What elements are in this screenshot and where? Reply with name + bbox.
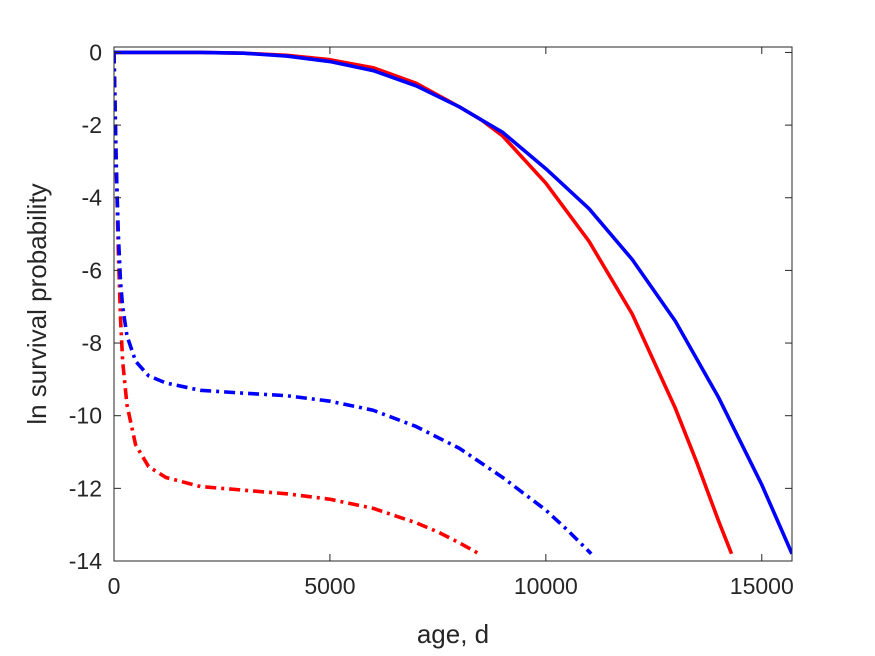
x-tick-label: 10000: [514, 573, 578, 599]
x-tick-label: 5000: [304, 573, 355, 599]
y-axis-label: ln survival probability: [22, 183, 52, 424]
series-layer: [114, 50, 792, 556]
x-tick-label: 0: [108, 573, 121, 599]
x-tick-label: 15000: [730, 573, 794, 599]
axes-box: [113, 46, 793, 562]
axes-layer: 0 5000 10000 15000 0 -2 -4 -6 -8 -10 -12 -14: [69, 39, 794, 599]
series-line-4-dashdot: [114, 52, 593, 556]
y-tick-label: -2: [82, 112, 102, 138]
y-tick-label: -6: [82, 257, 102, 283]
y-tick-label: -4: [82, 185, 103, 211]
y-tick-label: -14: [69, 548, 102, 574]
y-tick-label: -10: [69, 403, 102, 429]
series-line-3-dashdot: [114, 52, 480, 556]
y-tick-label: 0: [89, 39, 102, 65]
y-tick-label: -12: [69, 475, 102, 501]
series-line-2-solid: [114, 50, 792, 555]
x-axis-label: age, d: [417, 619, 489, 649]
series-line-1-solid: [114, 50, 734, 555]
y-tick-label: -8: [82, 330, 102, 356]
